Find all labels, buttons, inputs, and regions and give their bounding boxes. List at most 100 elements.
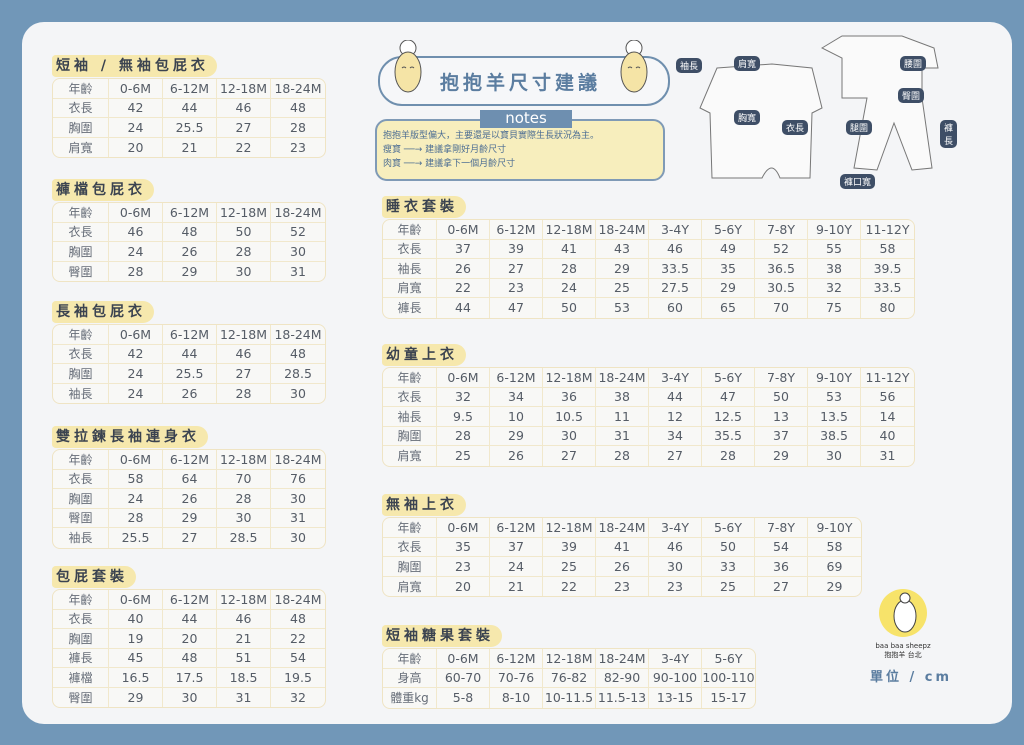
table-cell: 34: [490, 387, 543, 407]
table-cell: 23: [649, 576, 702, 596]
diagram-label: 袖長: [676, 58, 703, 73]
table-cell: 29: [109, 687, 163, 707]
table-cell: 23: [490, 278, 543, 298]
column-header: 18-24M: [271, 79, 325, 99]
row-label: 袖長: [53, 383, 109, 403]
section-title: 睡衣套裝: [382, 196, 466, 218]
table-cell: 49: [702, 239, 755, 259]
table-row: 身高 60-70 70-76 76-82 82-90 90-100 100-110: [383, 668, 755, 688]
table-cell: 46: [649, 239, 702, 259]
table-cell: 31: [596, 426, 649, 446]
notes-label: notes: [480, 110, 572, 128]
size-table-section: 幼童上衣 年齡 0-6M 6-12M 12-18M 18-24M 3-4Y 5-6Y 7-8Y 9…: [382, 344, 915, 467]
table-cell: 26: [163, 242, 217, 262]
table-cell: 38.5: [808, 426, 861, 446]
table-cell: 47: [490, 298, 543, 318]
table-cell: 25.5: [163, 364, 217, 384]
section-title: 短袖糖果套裝: [382, 625, 502, 647]
size-table: 年齡 0-6M 6-12M 12-18M 18-24M 3-4Y 5-6Y 7-8Y 9-10Y…: [382, 517, 862, 597]
table-cell: 52: [271, 223, 325, 242]
table-cell: 31: [217, 687, 271, 707]
table-cell: 30: [217, 508, 271, 528]
table-cell: 23: [437, 557, 490, 577]
table-cell: 48: [271, 345, 325, 364]
table-cell: 46: [109, 222, 163, 242]
table-cell: 22: [437, 278, 490, 298]
table-cell: 50: [755, 387, 808, 407]
table-cell: 53: [808, 387, 861, 407]
column-header: 18-24M: [271, 325, 325, 345]
column-header: 0-6M: [437, 368, 490, 388]
column-header: 12-18M: [217, 590, 271, 610]
table-cell: 55: [808, 239, 861, 259]
table-cell: 25: [702, 576, 755, 596]
table-cell: 48: [271, 99, 325, 118]
column-header: 9-10Y: [808, 518, 861, 538]
column-header: 0-6M: [109, 325, 163, 345]
table-cell: 100-110: [702, 669, 755, 688]
table-cell: 13: [755, 407, 808, 427]
size-table: 年齡 0-6M 6-12M 12-18M 18-24M 衣長 42 44 46 48 胸圍 24 25.…: [52, 78, 326, 158]
table-cell: 45: [109, 648, 163, 668]
table-cell: 27: [217, 118, 271, 138]
table-cell: 25: [543, 557, 596, 577]
table-cell: 90-100: [649, 668, 702, 688]
sheep-logo-icon: [879, 589, 927, 637]
table-cell: 36: [755, 557, 808, 577]
table-cell: 30: [543, 426, 596, 446]
table-row: 肩寬 25 26 27 28 27 28 29 30 31: [383, 446, 914, 466]
column-header: 11-12Y: [861, 368, 914, 388]
brand-logo: baa baa sheepz 抱抱羊 台北: [873, 588, 933, 660]
table-cell: 28: [109, 508, 163, 528]
sheep-icon: [394, 40, 422, 93]
table-cell: 44: [163, 98, 217, 118]
diagram-label: 腿圍: [846, 120, 873, 135]
table-cell: 27: [217, 364, 271, 384]
column-header: 6-12M: [490, 368, 543, 388]
row-label: 肩寬: [383, 446, 437, 466]
column-header: 0-6M: [109, 450, 163, 470]
column-header: 0-6M: [109, 590, 163, 610]
table-cell: 48: [163, 222, 217, 242]
table-cell: 52: [755, 239, 808, 259]
table-cell: 21: [163, 137, 217, 157]
table-cell: 38: [596, 387, 649, 407]
header-row: 年齡 0-6M 6-12M 12-18M 18-24M 3-4Y 5-6Y 7-8Y 9-10Y: [383, 518, 861, 538]
row-label: 胸圍: [53, 364, 109, 384]
header-banner: 抱抱羊尺寸建議: [378, 40, 670, 106]
table-cell: 26: [437, 259, 490, 279]
table-cell: 46: [217, 609, 271, 629]
table-cell: 29: [702, 278, 755, 298]
table-cell: 26: [163, 383, 217, 403]
table-cell: 36.5: [755, 259, 808, 279]
table-row: 袖長 25.5 27 28.5 30: [53, 528, 325, 548]
table-cell: 27: [490, 259, 543, 279]
column-header: 0-6M: [437, 649, 490, 669]
size-table-section: 無袖上衣 年齡 0-6M 6-12M 12-18M 18-24M 3-4Y 5-6Y 7-8Y 9…: [382, 494, 862, 597]
row-label: 年齡: [53, 450, 109, 470]
table-cell: 26: [596, 557, 649, 577]
table-cell: 76: [271, 470, 325, 489]
table-cell: 10.5: [543, 407, 596, 427]
table-cell: 48: [271, 610, 325, 629]
table-cell: 50: [217, 222, 271, 242]
row-label: 年齡: [53, 79, 109, 99]
table-cell: 37: [755, 426, 808, 446]
table-cell: 44: [163, 344, 217, 364]
row-label: 肩寬: [383, 278, 437, 298]
column-header: 18-24M: [271, 590, 325, 610]
header-row: 年齡 0-6M 6-12M 12-18M 18-24M 3-4Y 5-6Y 7-8Y 9-10Y…: [383, 220, 914, 240]
table-cell: 26: [163, 489, 217, 509]
column-header: 6-12M: [490, 649, 543, 669]
sheep-icon: [620, 40, 648, 93]
size-table: 年齡 0-6M 6-12M 12-18M 18-24M 衣長 58 64 70 76 胸圍 24 26 2…: [52, 449, 326, 549]
row-label: 年齡: [53, 203, 109, 223]
table-cell: 14: [861, 407, 914, 427]
row-label: 體重kg: [383, 688, 437, 708]
table-cell: 37: [437, 239, 490, 259]
table-cell: 56: [861, 388, 914, 407]
table-cell: 8-10: [490, 688, 543, 708]
table-cell: 76-82: [543, 668, 596, 688]
diagram-label: 胸寬: [734, 110, 761, 125]
table-row: 袖長 24 26 28 30: [53, 383, 325, 403]
